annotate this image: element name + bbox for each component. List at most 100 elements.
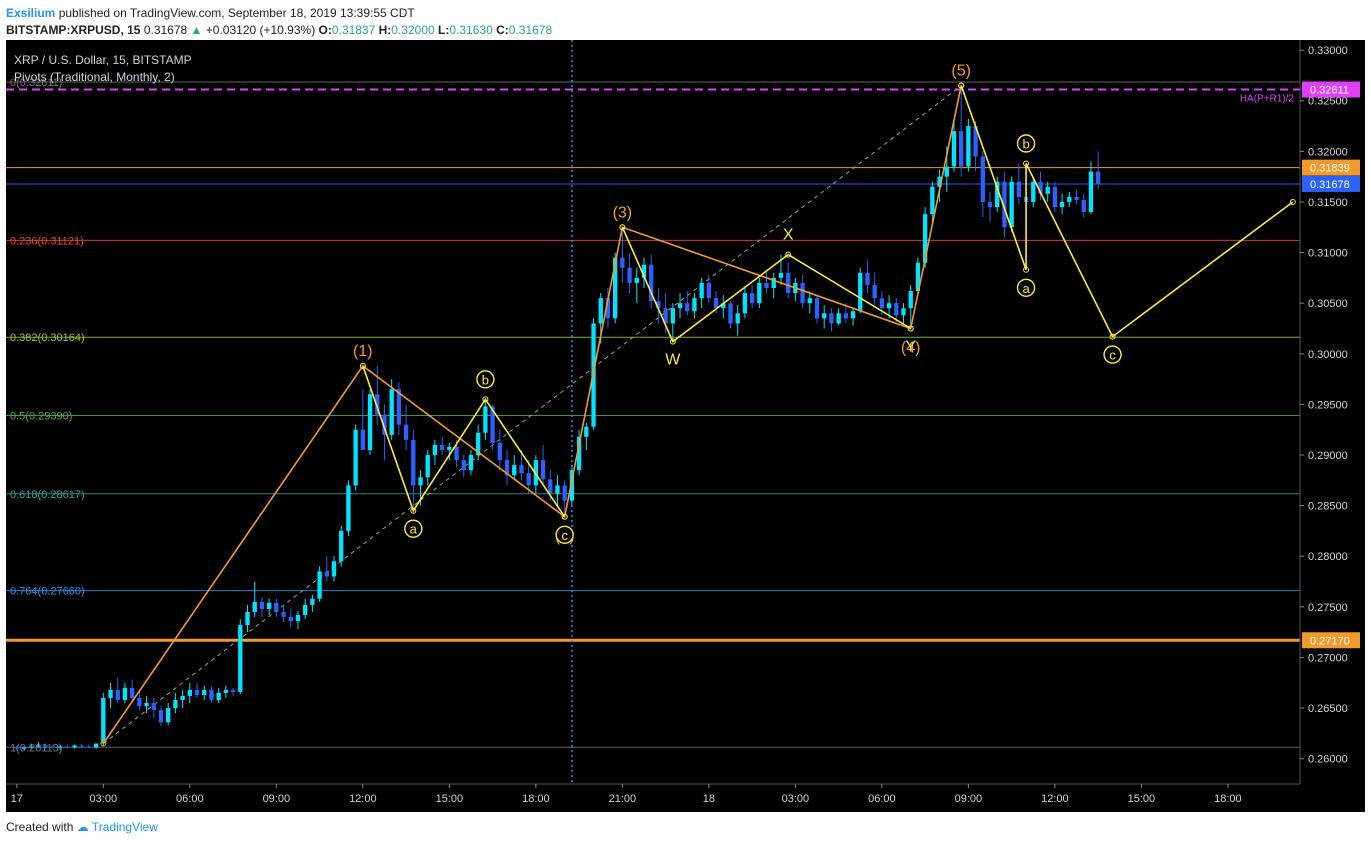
price-tick-label: 0.30500 — [1308, 298, 1348, 310]
candle-body — [807, 298, 812, 304]
candle-body — [14, 747, 19, 749]
candle-body — [670, 308, 675, 324]
candle-body — [764, 282, 769, 288]
candle-body — [144, 703, 149, 707]
candle-body — [865, 272, 870, 285]
legend-title: XRP / U.S. Dollar, 15, BITSTAMP — [14, 53, 192, 67]
candle-body — [771, 277, 776, 288]
candle-body — [1095, 171, 1101, 184]
candle-body — [576, 436, 582, 471]
candle-body — [21, 747, 27, 749]
corrective-wave-label: c — [561, 528, 568, 543]
candle-body — [303, 604, 308, 615]
corrective-wave-line — [362, 365, 566, 518]
published-line: Exsilium published on TradingView.com, S… — [6, 4, 415, 22]
pivot-label: HA(P+R1)/2 — [1240, 93, 1295, 104]
impulse-wave-label: (4) — [901, 339, 921, 356]
tradingview-brand[interactable]: TradingView — [91, 820, 158, 834]
time-tick-label: 21:00 — [609, 793, 637, 805]
candle-body — [858, 272, 863, 312]
candle-body — [50, 746, 56, 748]
wave-label-circle — [1103, 345, 1122, 364]
high-label: H: — [378, 23, 392, 37]
candle-body — [598, 298, 603, 324]
price-tick-label: 0.32500 — [1308, 96, 1348, 108]
candle-body — [216, 692, 221, 700]
price-tick-label: 0.29000 — [1308, 450, 1348, 462]
time-tick-label: 15:00 — [1128, 793, 1156, 805]
candle-body — [36, 745, 41, 747]
candle-body — [490, 406, 495, 443]
chart-background — [6, 40, 1365, 812]
wave-label-circle — [1016, 134, 1036, 153]
time-tick-label: 18:00 — [1214, 793, 1242, 805]
candle-body — [346, 485, 351, 531]
candle-body — [1016, 181, 1022, 197]
price-tag-label: 0.27170 — [1310, 635, 1350, 647]
impulse-wave-label: (1) — [353, 343, 373, 360]
price-tick-label: 0.31500 — [1308, 197, 1348, 209]
time-tick-label: 15:00 — [436, 793, 464, 805]
price-tick-label: 0.33000 — [1308, 45, 1348, 57]
open-value: 0.31837 — [331, 23, 376, 37]
candle-body — [850, 311, 856, 319]
price-tag-box — [1302, 175, 1360, 192]
candle-body — [713, 298, 719, 309]
price-tick-label: 0.31000 — [1308, 248, 1348, 260]
candle-body — [814, 298, 820, 319]
corrective-wave-line — [621, 226, 912, 343]
candle-body — [1038, 181, 1043, 194]
candle-body — [908, 291, 913, 309]
candle-body — [548, 479, 553, 494]
price-tick-label: 0.26500 — [1308, 703, 1348, 715]
candle-body — [468, 455, 474, 471]
candle-body — [382, 414, 387, 435]
close-value: 0.31678 — [508, 23, 553, 37]
candle-body — [281, 611, 286, 617]
candle-body — [1074, 196, 1079, 200]
up-arrow-icon: ▲ — [190, 23, 203, 37]
wave-point — [359, 362, 366, 369]
candle-body — [411, 439, 416, 486]
candle-body — [115, 689, 120, 700]
candle-body — [894, 303, 899, 316]
wave-point — [1023, 160, 1030, 167]
candle-body — [396, 389, 402, 425]
candle-body — [274, 602, 279, 612]
candle-body — [497, 442, 502, 461]
candle-body — [166, 708, 171, 723]
candle-body — [1045, 186, 1050, 194]
close-label: C: — [496, 23, 509, 37]
change-value: +0.03120 (+10.93%) — [205, 23, 316, 37]
author-link[interactable]: Exsilium — [6, 6, 56, 20]
candle-body — [721, 303, 726, 309]
candle-body — [749, 293, 755, 304]
candle-body — [620, 257, 625, 268]
candle-body — [425, 455, 430, 478]
corrective-wave-label: b — [482, 372, 489, 387]
time-tick-label: 18:00 — [522, 793, 550, 805]
candle-body — [778, 272, 784, 278]
candle-body — [454, 446, 459, 461]
candle-body — [295, 614, 301, 622]
candle-body — [699, 282, 704, 299]
impulse-wave-line — [102, 85, 962, 744]
candle-body — [331, 561, 337, 577]
candle-body — [742, 293, 748, 314]
corrective-wave-label: c — [1109, 348, 1116, 363]
candle-body — [1031, 181, 1036, 202]
price-tag-box — [1302, 159, 1360, 176]
fib-label: 0.764(0.27660) — [10, 586, 85, 598]
candle-body — [101, 697, 106, 744]
price-chart[interactable]: 0(0.32611)0.236(0.31121)0.382(0.30164)0.… — [6, 40, 1365, 812]
time-tick-label: 06:00 — [868, 793, 896, 805]
wave-point — [410, 507, 417, 514]
candle-body — [728, 303, 733, 324]
candle-body — [43, 745, 48, 747]
candle-body — [310, 598, 315, 605]
candle-body — [461, 460, 466, 471]
candle-body — [65, 746, 70, 748]
price-tag-box — [1302, 632, 1360, 649]
corrective-wave-label: b — [1022, 136, 1029, 151]
